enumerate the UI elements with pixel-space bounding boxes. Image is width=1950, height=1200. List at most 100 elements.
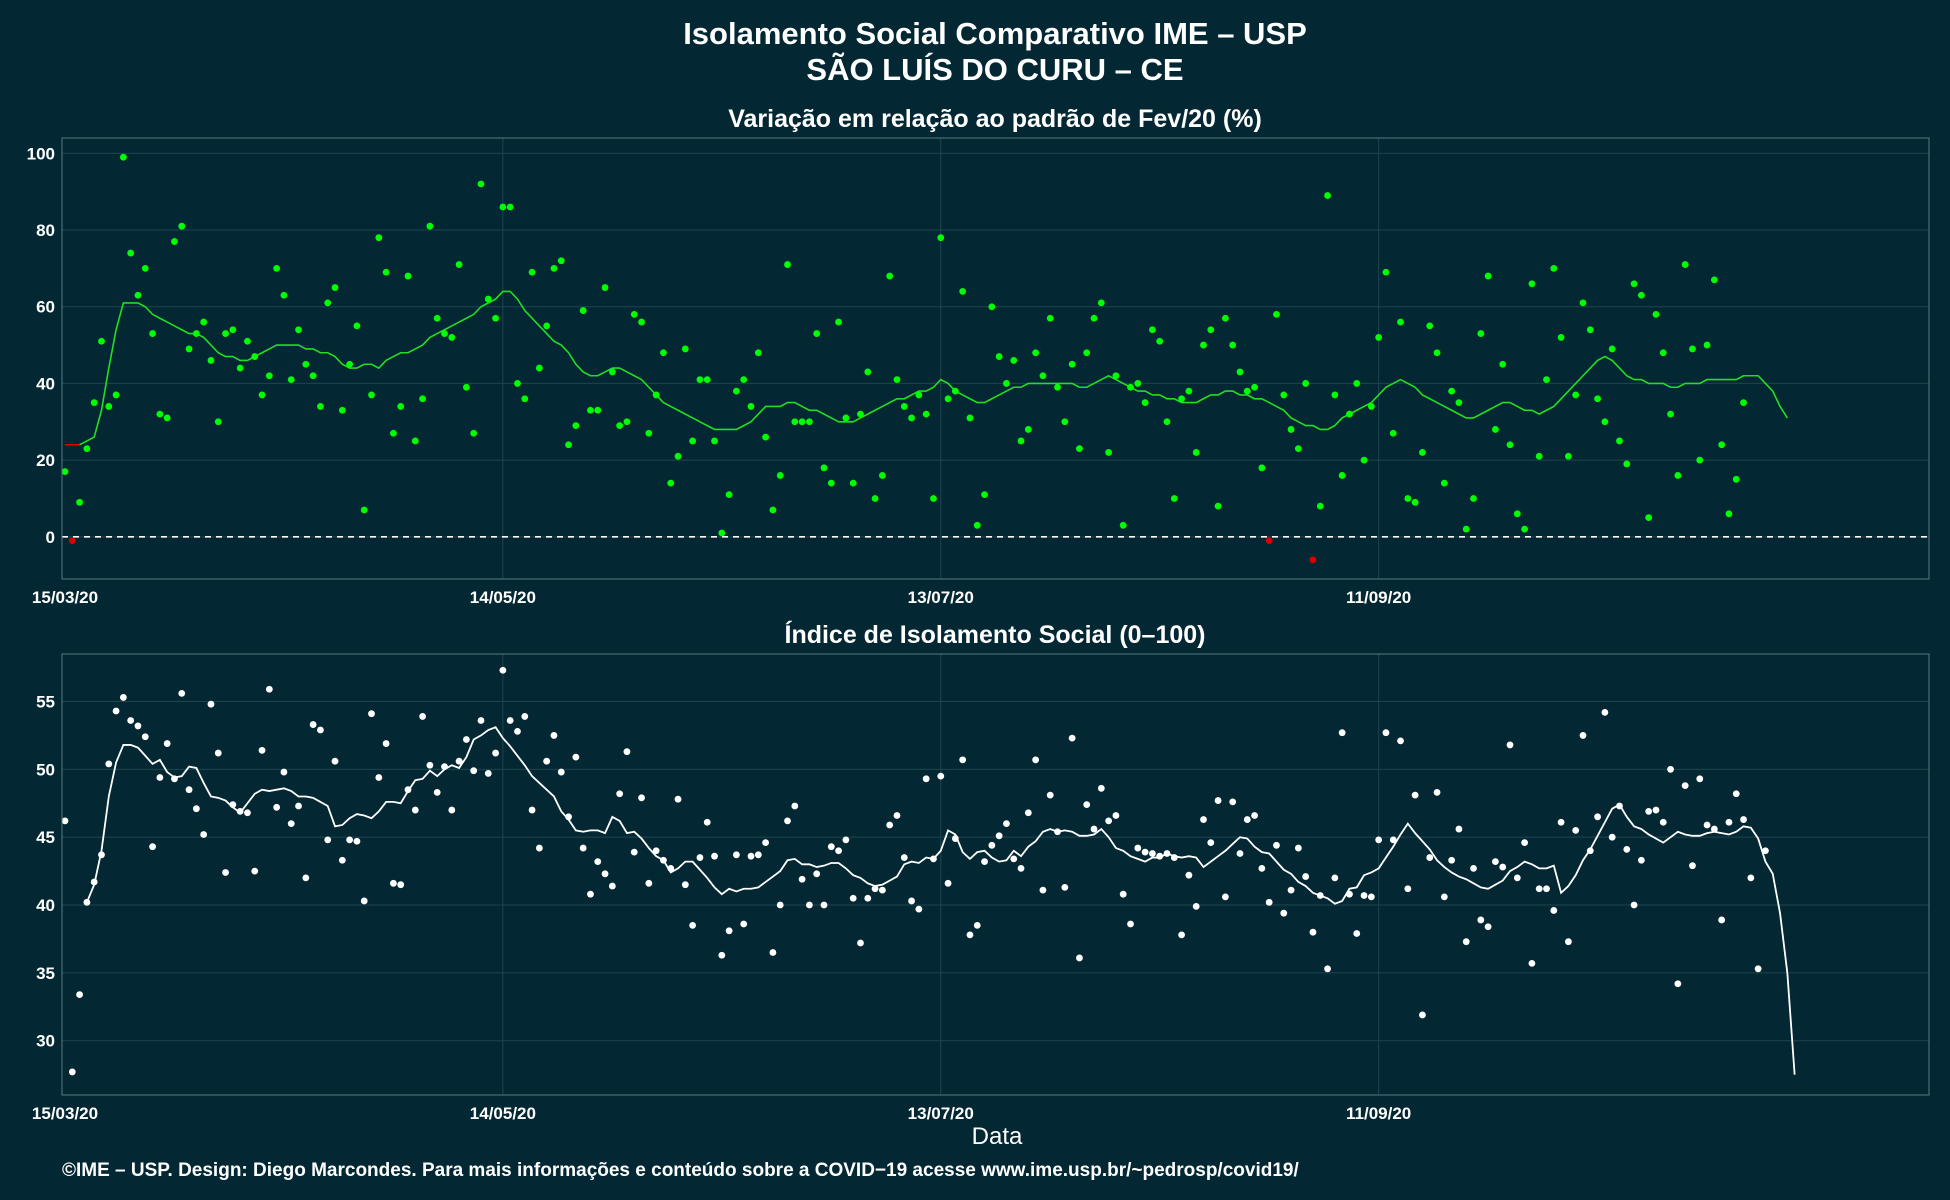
data-point xyxy=(1477,916,1485,924)
y-tick-label: 30 xyxy=(36,1032,55,1051)
data-point xyxy=(470,429,478,437)
data-point xyxy=(1448,856,1456,864)
data-point xyxy=(331,284,339,291)
data-point xyxy=(112,707,120,715)
data-point xyxy=(499,203,507,211)
bottom-panel-title: Índice de Isolamento Social (0–100) xyxy=(785,620,1206,649)
data-point xyxy=(1200,341,1207,349)
data-point xyxy=(995,353,1003,360)
data-point xyxy=(981,491,988,499)
data-point xyxy=(1521,839,1529,847)
moving-average-line xyxy=(86,726,1796,1075)
data-point xyxy=(346,836,354,844)
x-tick-label: 14/05/20 xyxy=(470,1104,536,1123)
data-point xyxy=(871,495,879,502)
data-point xyxy=(1535,452,1543,460)
data-point xyxy=(1725,510,1733,518)
data-point xyxy=(1484,923,1492,931)
data-point xyxy=(324,299,332,307)
data-point xyxy=(1667,765,1674,773)
data-point xyxy=(1287,426,1295,433)
data-point xyxy=(740,920,748,928)
data-point xyxy=(1134,844,1142,852)
data-point xyxy=(1564,938,1572,946)
data-point xyxy=(900,854,908,861)
data-point xyxy=(178,689,186,697)
data-point xyxy=(1543,376,1550,383)
data-point xyxy=(674,795,682,803)
data-point xyxy=(1637,856,1645,864)
data-point xyxy=(1645,808,1653,815)
data-point xyxy=(1616,437,1623,445)
data-point xyxy=(61,817,69,825)
data-point xyxy=(236,364,244,372)
data-point xyxy=(1528,959,1536,967)
y-tick-label: 55 xyxy=(36,692,55,711)
data-point xyxy=(1032,756,1040,764)
data-point xyxy=(1141,399,1149,406)
data-point xyxy=(419,713,427,720)
data-point xyxy=(776,901,784,909)
data-point xyxy=(1492,426,1499,433)
data-point xyxy=(1411,498,1419,506)
data-point xyxy=(849,894,857,902)
data-point xyxy=(192,805,200,813)
data-point xyxy=(973,521,981,529)
data-point xyxy=(1608,345,1616,353)
data-point xyxy=(192,330,200,337)
data-point xyxy=(149,330,156,337)
data-point xyxy=(667,479,675,487)
data-point xyxy=(1681,782,1689,790)
data-point xyxy=(608,368,616,376)
data-point xyxy=(156,774,164,781)
data-point xyxy=(448,334,456,341)
data-point xyxy=(280,291,288,299)
data-point xyxy=(550,264,558,272)
data-point xyxy=(1251,383,1258,391)
data-point xyxy=(608,882,616,890)
data-point xyxy=(1236,368,1244,376)
data-point xyxy=(90,399,98,406)
y-tick-label: 35 xyxy=(36,964,55,983)
data-point xyxy=(1360,892,1368,899)
data-point xyxy=(1470,495,1477,502)
data-point xyxy=(134,722,142,730)
data-point xyxy=(1331,391,1339,399)
data-point xyxy=(90,878,98,886)
moving-average-line xyxy=(79,290,1789,446)
data-point xyxy=(1543,885,1550,893)
data-point xyxy=(1696,775,1704,783)
data-point xyxy=(784,261,791,268)
data-point xyxy=(579,844,587,852)
data-point xyxy=(769,506,777,514)
data-point xyxy=(1710,825,1718,833)
data-point xyxy=(1689,862,1696,870)
data-point xyxy=(696,376,704,383)
data-point xyxy=(835,318,842,326)
data-point xyxy=(820,901,828,909)
data-point xyxy=(878,472,886,479)
data-point xyxy=(601,284,609,291)
data-point xyxy=(1462,525,1470,533)
data-point xyxy=(1667,410,1674,418)
data-point xyxy=(404,786,412,794)
data-point xyxy=(1207,326,1215,334)
data-point xyxy=(324,836,332,844)
data-point xyxy=(265,372,273,380)
data-point xyxy=(1375,334,1383,341)
data-point xyxy=(1630,280,1638,288)
data-point xyxy=(506,203,514,211)
data-point xyxy=(83,898,91,906)
data-point xyxy=(1127,383,1134,391)
data-point xyxy=(930,855,937,863)
data-point xyxy=(455,261,463,268)
data-point xyxy=(1302,873,1310,880)
data-point xyxy=(1594,813,1601,821)
data-point xyxy=(565,441,572,449)
data-point xyxy=(1229,798,1237,806)
data-point xyxy=(1470,864,1477,872)
data-point xyxy=(1747,874,1755,882)
data-point xyxy=(1762,847,1769,855)
data-point xyxy=(1389,429,1397,437)
data-point xyxy=(740,376,748,383)
